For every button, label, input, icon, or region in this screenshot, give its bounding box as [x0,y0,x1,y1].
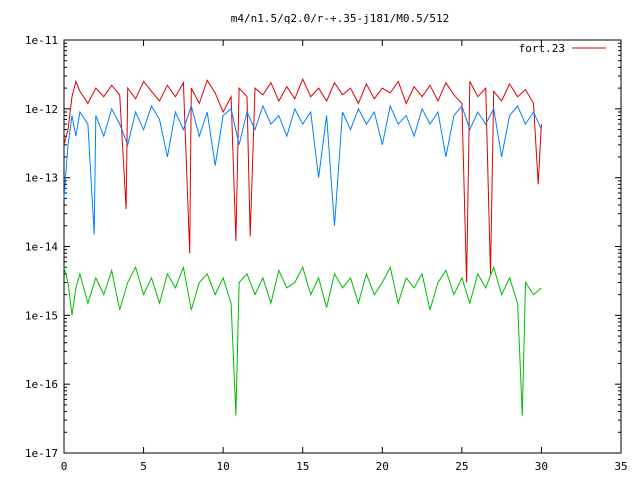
x-tick-label: 15 [296,460,309,473]
y-axis: 1e-17 1e-16 1e-15 1e-14 1e-13 1e-12 1e-11 [25,34,621,460]
x-tick-label: 10 [217,460,230,473]
x-tick-label: 35 [614,460,627,473]
x-tick-label: 20 [376,460,389,473]
series-line-fort-23 [63,77,542,283]
plot-frame [63,39,622,454]
legend: fort.23 [519,42,606,55]
legend-label-fort-23: fort.23 [519,42,565,55]
x-axis: 0 5 10 15 20 25 30 35 [61,40,628,473]
x-tick-label: 5 [140,460,147,473]
y-tick-label: 1e-17 [25,447,58,460]
series-layer [63,77,542,416]
chart-title: m4/n1.5/q2.0/r-+.35-j181/M0.5/512 [231,12,450,25]
y-tick-label: 1e-13 [25,172,58,185]
y-tick-label: 1e-12 [25,103,58,116]
series-line-2 [63,104,542,235]
x-tick-label: 25 [455,460,468,473]
y-tick-label: 1e-16 [25,378,58,391]
y-tick-label: 1e-11 [25,34,58,47]
series-line-3 [63,265,542,416]
y-tick-label: 1e-15 [25,309,58,322]
x-tick-label: 0 [61,460,68,473]
x-tick-label: 30 [535,460,548,473]
y-tick-label: 1e-14 [25,241,58,254]
